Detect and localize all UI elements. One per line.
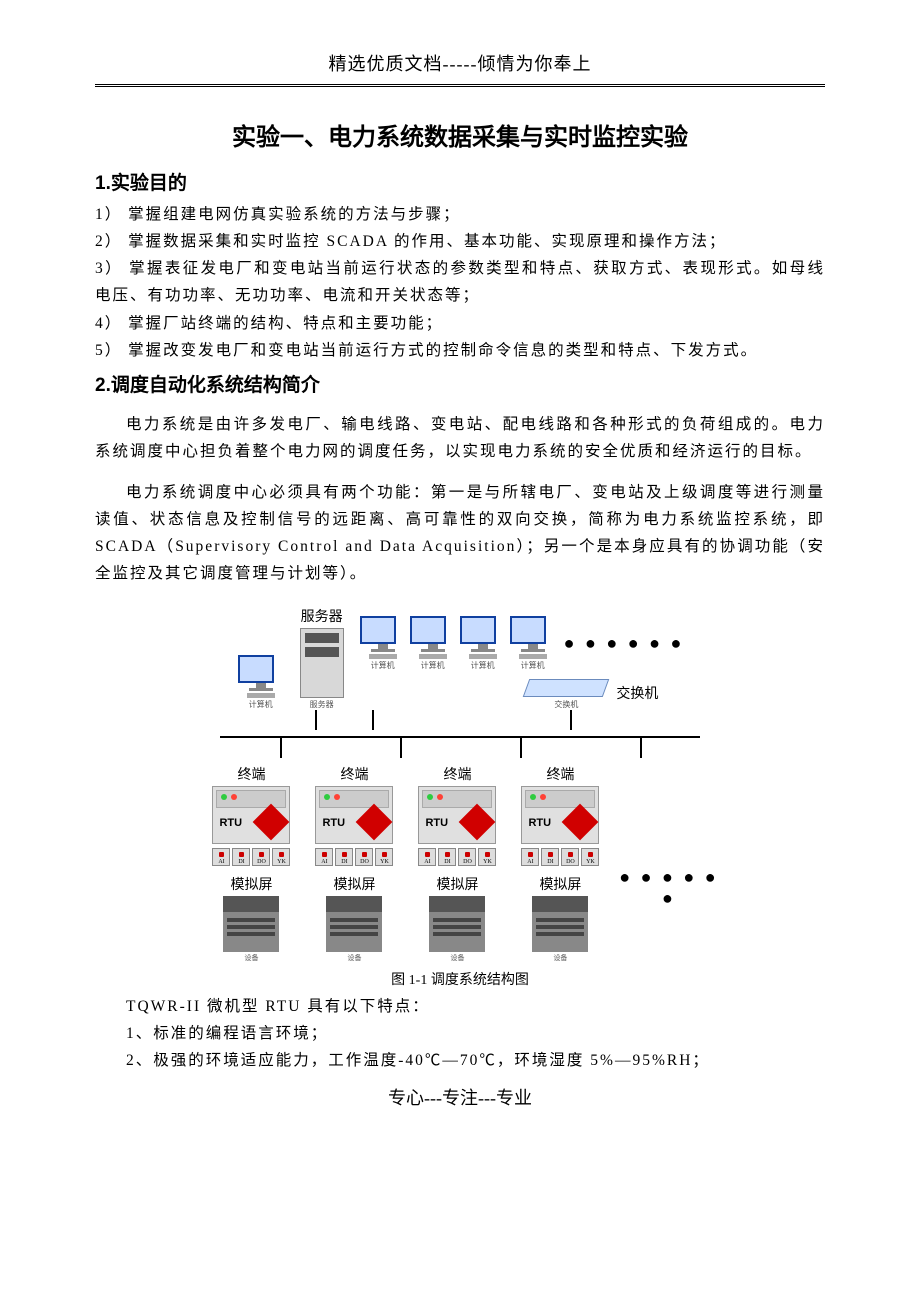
mimic-panel-icon — [326, 896, 382, 952]
s1-item-2: 2） 掌握数据采集和实时监控 SCADA 的作用、基本功能、实现原理和操作方法； — [95, 228, 825, 255]
io-module: DO — [252, 848, 270, 866]
io-module: AI — [212, 848, 230, 866]
after-diagram-intro: TQWR-II 微机型 RTU 具有以下特点： — [95, 993, 825, 1020]
io-module: DI — [232, 848, 250, 866]
switch-icon — [523, 679, 610, 697]
s2-para-2: 电力系统调度中心必须具有两个功能：第一是与所辖电厂、变电站及上级调度等进行测量读… — [95, 479, 825, 588]
workstation-icon: 计算机 — [510, 616, 556, 671]
mimic-panel-icon — [429, 896, 485, 952]
s1-item-3: 3） 掌握表征发电厂和变电站当前运行状态的参数类型和特点、获取方式、表现形式。如… — [95, 255, 825, 309]
io-module: YK — [272, 848, 290, 866]
client-computer-icon: 计算机 — [238, 655, 284, 710]
terminal-unit: 终端 RTU AI DI DO YK 模拟屏 设备 — [308, 764, 401, 963]
computer-small-label: 计算机 — [238, 699, 284, 710]
server-label: 服务器 — [294, 606, 350, 626]
terminal-label: 终端 — [205, 764, 298, 784]
switch-small-label: 交换机 — [522, 699, 610, 710]
diagram-caption: 图 1-1 调度系统结构图 — [95, 969, 825, 989]
ellipsis-icon: ● ● ● ● ● ● — [618, 867, 720, 909]
page-header: 精选优质文档-----倾情为你奉上 — [95, 50, 825, 76]
after-diagram-item-2: 2、极强的环境适应能力，工作温度-40℃—70℃，环境湿度 5%—95%RH； — [95, 1047, 825, 1074]
section-1-heading: 1.实验目的 — [95, 168, 825, 195]
terminal-unit: 终端 RTU AI DI DO YK 模拟屏 设备 — [205, 764, 298, 963]
rtu-icon: RTU — [315, 786, 393, 844]
section-2-heading: 2.调度自动化系统结构简介 — [95, 370, 825, 397]
workstation-icon: 计算机 — [360, 616, 406, 671]
rtu-icon: RTU — [212, 786, 290, 844]
mimic-panel-icon — [223, 896, 279, 952]
terminal-unit: 终端 RTU AI DI DO YK 模拟屏 设备 — [514, 764, 607, 963]
s1-item-1: 1） 掌握组建电网仿真实验系统的方法与步骤； — [95, 201, 825, 228]
terminal-unit: 终端 RTU AI DI DO YK 模拟屏 设备 — [411, 764, 504, 963]
switch-label: 交换机 — [616, 683, 658, 703]
rtu-icon: RTU — [418, 786, 496, 844]
ellipsis-icon: ● ● ● ● ● ● — [564, 633, 685, 654]
after-diagram-item-1: 1、标准的编程语言环境； — [95, 1020, 825, 1047]
rtu-icon: RTU — [521, 786, 599, 844]
server-icon — [300, 628, 344, 698]
system-diagram: 计算机 服务器 服务器 计算机 计算机 计算机 计算机 ● ● ● ● ● ● — [95, 606, 825, 963]
workstation-icon: 计算机 — [460, 616, 506, 671]
workstation-icon: 计算机 — [410, 616, 456, 671]
s2-para-1: 电力系统是由许多发电厂、输电线路、变电站、配电线路和各种形式的负荷组成的。电力系… — [95, 411, 825, 465]
page-footer: 专心---专注---专业 — [95, 1084, 825, 1110]
s1-item-5: 5） 掌握改变发电厂和变电站当前运行方式的控制命令信息的类型和特点、下发方式。 — [95, 337, 825, 364]
server-small-label: 服务器 — [294, 699, 350, 710]
header-rule — [95, 84, 825, 87]
mimic-panel-icon — [532, 896, 588, 952]
document-title: 实验一、电力系统数据采集与实时监控实验 — [95, 117, 825, 152]
panel-label: 模拟屏 — [205, 874, 298, 894]
s1-item-4: 4） 掌握厂站终端的结构、特点和主要功能； — [95, 310, 825, 337]
device-small-label: 设备 — [205, 953, 298, 963]
